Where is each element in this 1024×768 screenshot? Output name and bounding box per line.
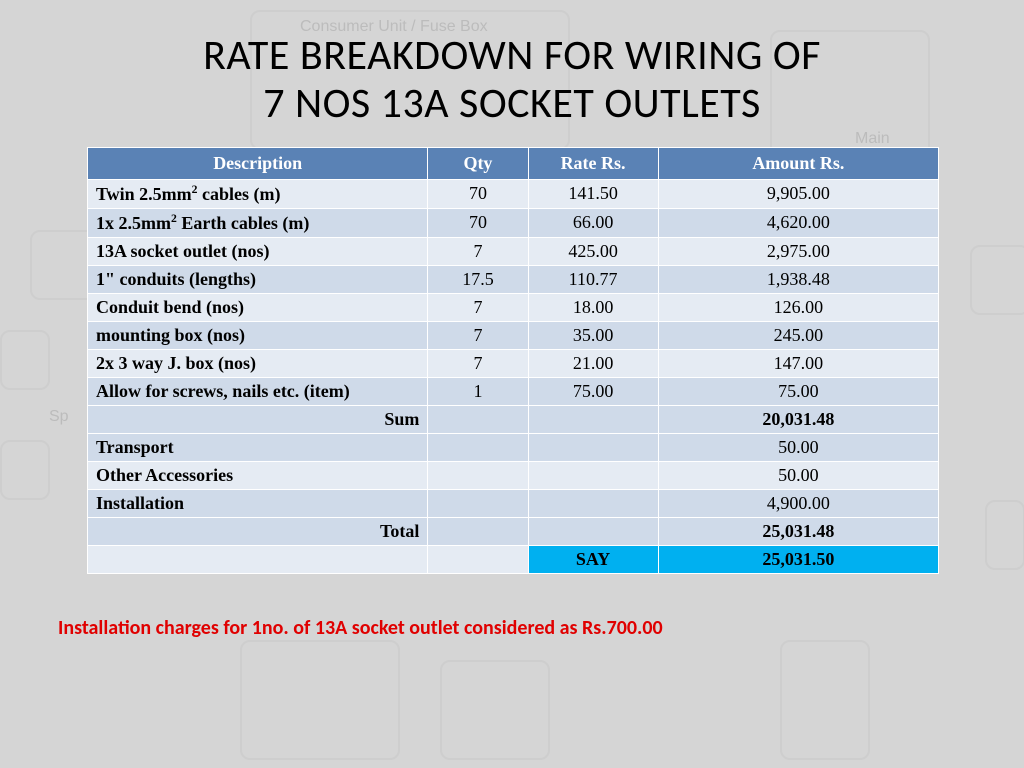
cell-qty: 70: [428, 208, 528, 237]
cell-rate: 66.00: [528, 208, 658, 237]
cell-amt: 50.00: [658, 461, 938, 489]
sum-qty: [428, 405, 528, 433]
total-qty: [428, 517, 528, 545]
table-row: Allow for screws, nails etc. (item)175.0…: [88, 377, 939, 405]
cell-desc: Conduit bend (nos): [88, 293, 428, 321]
table-row: Total 25,031.48: [88, 517, 939, 545]
cell-amt: 147.00: [658, 349, 938, 377]
cell-rate: 110.77: [528, 265, 658, 293]
cell-desc: 13A socket outlet (nos): [88, 237, 428, 265]
say-empty2: [428, 545, 528, 573]
cell-amt: 1,938.48: [658, 265, 938, 293]
table-row: SAY25,031.50: [88, 545, 939, 573]
cell-desc: mounting box (nos): [88, 321, 428, 349]
table-row: 13A socket outlet (nos)7425.002,975.00: [88, 237, 939, 265]
table-row: 1x 2.5mm2 Earth cables (m)7066.004,620.0…: [88, 208, 939, 237]
cell-qty: 7: [428, 293, 528, 321]
table-row: 2x 3 way J. box (nos)721.00147.00: [88, 349, 939, 377]
cell-rate: [528, 489, 658, 517]
cell-rate: 35.00: [528, 321, 658, 349]
cell-desc: Transport: [88, 433, 428, 461]
cell-rate: 18.00: [528, 293, 658, 321]
cell-desc: Allow for screws, nails etc. (item): [88, 377, 428, 405]
col-qty: Qty: [428, 147, 528, 179]
table-header-row: Description Qty Rate Rs. Amount Rs.: [88, 147, 939, 179]
cell-amt: 245.00: [658, 321, 938, 349]
col-rate: Rate Rs.: [528, 147, 658, 179]
bg-label-sp: Sp: [49, 408, 69, 426]
cell-amt: 9,905.00: [658, 179, 938, 208]
cell-desc: Other Accessories: [88, 461, 428, 489]
cell-qty: [428, 433, 528, 461]
sum-label: Sum: [88, 405, 428, 433]
cell-rate: [528, 433, 658, 461]
cell-rate: 425.00: [528, 237, 658, 265]
cell-qty: 1: [428, 377, 528, 405]
say-empty1: [88, 545, 428, 573]
say-amount: 25,031.50: [658, 545, 938, 573]
total-label: Total: [88, 517, 428, 545]
cell-amt: 75.00: [658, 377, 938, 405]
cell-qty: 7: [428, 321, 528, 349]
table-row: Twin 2.5mm2 cables (m)70141.509,905.00: [88, 179, 939, 208]
cell-amt: 50.00: [658, 433, 938, 461]
rate-table: Description Qty Rate Rs. Amount Rs. Twin…: [87, 147, 939, 574]
table-row: mounting box (nos)735.00245.00: [88, 321, 939, 349]
cell-desc: Twin 2.5mm2 cables (m): [88, 179, 428, 208]
cell-qty: [428, 461, 528, 489]
sum-amount: 20,031.48: [658, 405, 938, 433]
cell-qty: 70: [428, 179, 528, 208]
col-amount: Amount Rs.: [658, 147, 938, 179]
cell-rate: 75.00: [528, 377, 658, 405]
cell-amt: 126.00: [658, 293, 938, 321]
cell-qty: 17.5: [428, 265, 528, 293]
cell-desc: 2x 3 way J. box (nos): [88, 349, 428, 377]
cell-desc: 1" conduits (lengths): [88, 265, 428, 293]
cell-qty: 7: [428, 349, 528, 377]
table-row: Sum 20,031.48: [88, 405, 939, 433]
title-line2: 7 NOS 13A SOCKET OUTLETS: [263, 78, 761, 129]
table-row: 1" conduits (lengths)17.5110.771,938.48: [88, 265, 939, 293]
say-label: SAY: [528, 545, 658, 573]
cell-amt: 2,975.00: [658, 237, 938, 265]
cell-desc: Installation: [88, 489, 428, 517]
total-amount: 25,031.48: [658, 517, 938, 545]
table-row: Installation 4,900.00: [88, 489, 939, 517]
cell-qty: [428, 489, 528, 517]
cell-qty: 7: [428, 237, 528, 265]
cell-rate: 21.00: [528, 349, 658, 377]
cell-amt: 4,620.00: [658, 208, 938, 237]
cell-rate: 141.50: [528, 179, 658, 208]
cell-desc: 1x 2.5mm2 Earth cables (m): [88, 208, 428, 237]
total-rate: [528, 517, 658, 545]
sum-rate: [528, 405, 658, 433]
page-title: RATE BREAKDOWN FOR WIRING OF 7 NOS 13A S…: [0, 0, 1024, 147]
cell-rate: [528, 461, 658, 489]
cell-amt: 4,900.00: [658, 489, 938, 517]
table-row: Other Accessories 50.00: [88, 461, 939, 489]
table-row: Transport 50.00: [88, 433, 939, 461]
table-row: Conduit bend (nos)718.00126.00: [88, 293, 939, 321]
title-line1: RATE BREAKDOWN FOR WIRING OF: [203, 30, 821, 81]
col-description: Description: [88, 147, 428, 179]
footnote: Installation charges for 1no. of 13A soc…: [58, 616, 1024, 640]
